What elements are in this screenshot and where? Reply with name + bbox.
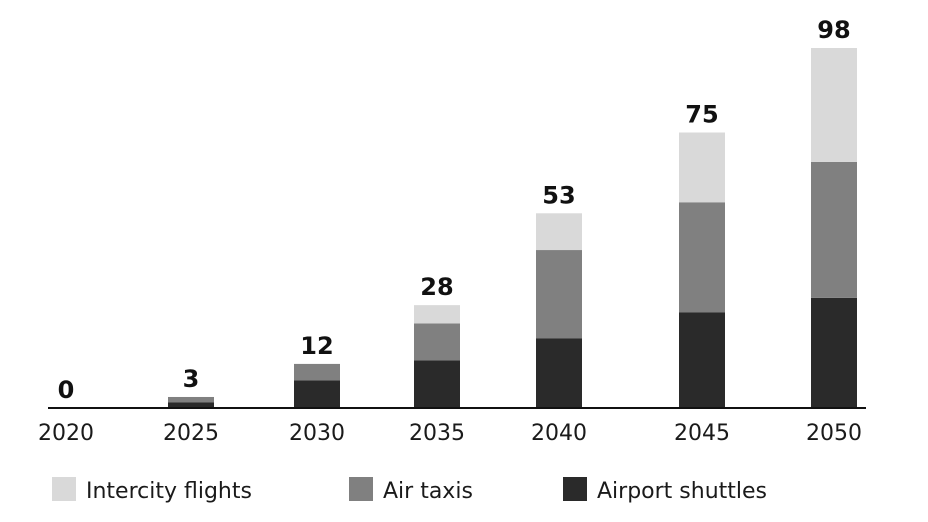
legend-label-air-taxis: Air taxis (383, 479, 473, 504)
bar-air-taxis-2030 (294, 363, 340, 381)
bar-airport-shuttles-2040 (536, 338, 582, 408)
bar-airport-shuttles-2030 (294, 380, 340, 408)
bar-airport-shuttles-2045 (679, 312, 725, 408)
legend-label-airport-shuttles: Airport shuttles (597, 479, 767, 504)
x-axis-ticks: 2020 2025 2030 2035 2040 2045 2050 (38, 421, 862, 446)
x-tick-label-2020: 2020 (38, 421, 94, 446)
x-tick-label-2030: 2030 (289, 421, 345, 446)
x-tick-label-2040: 2040 (531, 421, 587, 446)
bar-air-taxis-2040 (536, 250, 582, 339)
bar-airport-shuttles-2050 (811, 297, 857, 408)
total-label-2035: 28 (420, 273, 453, 301)
x-tick-label-2035: 2035 (409, 421, 465, 446)
x-tick-label-2045: 2045 (674, 421, 730, 446)
x-tick-label-2025: 2025 (163, 421, 219, 446)
legend-swatch-air-taxis (349, 477, 373, 501)
bar-air-taxis-2025 (168, 396, 214, 403)
bar-intercity-flights-2045 (679, 132, 725, 203)
legend: Intercity flights Air taxis Airport shuttl… (52, 477, 767, 504)
bar-intercity-flights-2035 (414, 305, 460, 324)
total-labels: 0 3 12 28 53 75 98 (58, 16, 851, 404)
total-label-2045: 75 (685, 100, 718, 128)
x-tick-label-2050: 2050 (806, 421, 862, 446)
bar-intercity-flights-2050 (811, 48, 857, 162)
legend-label-intercity-flights: Intercity flights (86, 479, 252, 504)
legend-swatch-intercity-flights (52, 477, 76, 501)
total-label-2020: 0 (58, 376, 75, 404)
total-label-2030: 12 (300, 332, 333, 360)
total-label-2040: 53 (542, 181, 575, 209)
bars-layer (168, 48, 857, 408)
bar-air-taxis-2045 (679, 202, 725, 313)
legend-swatch-airport-shuttles (563, 477, 587, 501)
bar-intercity-flights-2040 (536, 213, 582, 251)
bar-air-taxis-2050 (811, 161, 857, 298)
total-label-2025: 3 (183, 365, 200, 393)
bar-air-taxis-2035 (414, 323, 460, 361)
bar-airport-shuttles-2025 (168, 402, 214, 408)
total-label-2050: 98 (817, 16, 850, 44)
bar-airport-shuttles-2035 (414, 360, 460, 408)
